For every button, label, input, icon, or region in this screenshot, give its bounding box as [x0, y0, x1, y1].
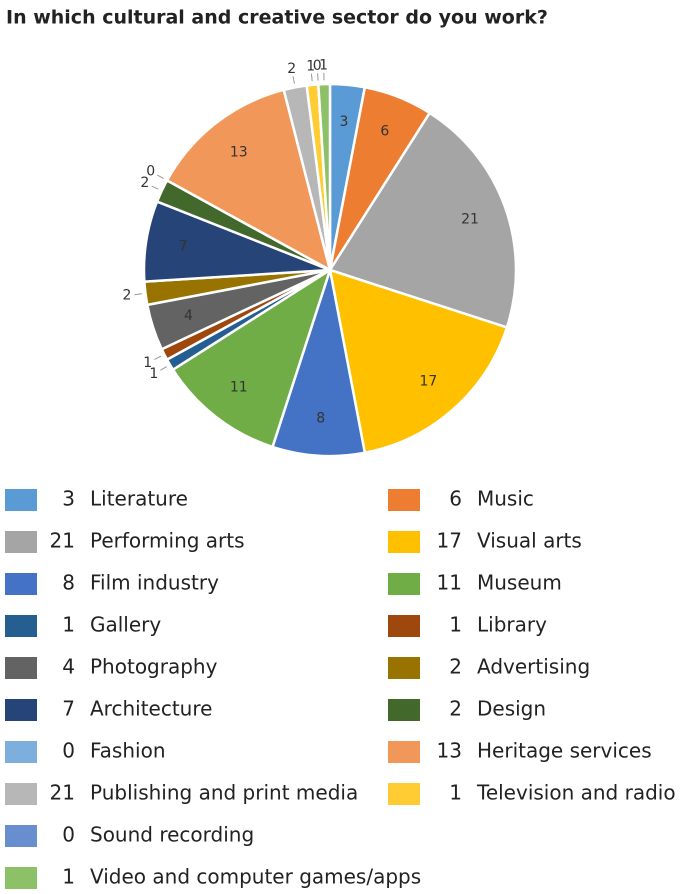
legend-label: Sound recording	[90, 823, 254, 847]
legend-label: Performing arts	[90, 529, 245, 553]
legend-swatch	[388, 489, 420, 511]
legend-label: Film industry	[90, 571, 219, 595]
legend-swatch	[388, 657, 420, 679]
legend-swatch	[5, 489, 37, 511]
legend-swatch	[5, 657, 37, 679]
legend-swatch	[388, 615, 420, 637]
slice-label: 1	[319, 58, 328, 74]
slice-label: 1	[306, 58, 315, 74]
legend-value: 11	[437, 571, 462, 595]
legend-value: 6	[449, 487, 462, 511]
legend-value: 3	[62, 487, 75, 511]
legend-label: Gallery	[90, 613, 161, 637]
legend-value: 1	[62, 865, 75, 889]
leader-line	[160, 366, 167, 371]
legend-swatch	[5, 573, 37, 595]
legend-label: Publishing and print media	[90, 781, 358, 805]
pie-slice	[270, 269, 367, 458]
legend-label: Visual arts	[477, 529, 582, 553]
legend-value: 0	[62, 823, 75, 847]
slice-label: 4	[184, 308, 193, 324]
pie-slice	[316, 82, 332, 271]
chart-title: In which cultural and creative sector do…	[6, 7, 548, 29]
slice-label: 8	[316, 411, 325, 427]
legend-value: 1	[62, 613, 75, 637]
slice-label: 1	[143, 355, 152, 371]
slice-label: 11	[230, 380, 248, 396]
legend-label: Museum	[477, 571, 562, 595]
pie-slice	[165, 88, 332, 273]
leader-line	[156, 174, 164, 180]
legend-swatch	[5, 531, 37, 553]
slice-label: 21	[461, 212, 479, 228]
legend-label: Design	[477, 697, 546, 721]
legend-value: 7	[62, 697, 75, 721]
leader-line	[134, 293, 142, 296]
legend-value: 4	[62, 655, 75, 679]
slice-label: 2	[287, 61, 296, 77]
legend-swatch	[388, 573, 420, 595]
slice-label: 0	[313, 58, 322, 74]
legend-label: Music	[477, 487, 534, 511]
legend-value: 1	[449, 781, 462, 805]
legend-swatch	[5, 615, 37, 637]
legend-value: 2	[449, 655, 462, 679]
leader-line	[151, 185, 159, 190]
legend-label: Library	[477, 613, 547, 637]
legend-swatch	[5, 825, 37, 847]
slice-label: 17	[419, 374, 437, 390]
leader-line	[310, 73, 313, 82]
legend-label: Architecture	[90, 697, 212, 721]
slice-label: 2	[140, 175, 149, 191]
legend-swatch	[5, 699, 37, 721]
leader-line	[292, 76, 295, 84]
legend-value: 8	[62, 571, 75, 595]
legend-swatch	[5, 783, 37, 805]
legend-swatch	[388, 783, 420, 805]
legend-swatch	[388, 699, 420, 721]
slice-label: 3	[340, 114, 349, 130]
legend-label: Advertising	[477, 655, 590, 679]
legend-label: Literature	[90, 487, 188, 511]
legend-value: 13	[437, 739, 462, 763]
legend-value: 2	[449, 697, 462, 721]
legend-value: 17	[437, 529, 462, 553]
legend-swatch	[388, 531, 420, 553]
legend-label: Fashion	[90, 739, 166, 763]
legend-swatch	[5, 741, 37, 763]
slice-label: 0	[146, 163, 155, 179]
legend-value: 21	[50, 781, 75, 805]
legend-value: 1	[449, 613, 462, 637]
legend-label: Video and computer games/apps	[90, 865, 421, 889]
slice-label: 7	[179, 239, 188, 255]
pie-slice	[328, 111, 518, 330]
legend-swatch	[5, 867, 37, 889]
leader-line	[154, 355, 162, 360]
pie-slice	[328, 268, 509, 455]
legend-label: Heritage services	[477, 739, 652, 763]
slice-label: 1	[149, 366, 158, 382]
legend-swatch	[388, 741, 420, 763]
legend-value: 0	[62, 739, 75, 763]
slice-label: 6	[380, 124, 389, 140]
pie-slice	[171, 267, 333, 449]
legend-label: Photography	[90, 655, 218, 679]
slice-label: 2	[123, 288, 132, 304]
legend-label: Television and radio	[476, 781, 676, 805]
slice-label: 13	[230, 144, 248, 160]
legend-value: 21	[50, 529, 75, 553]
